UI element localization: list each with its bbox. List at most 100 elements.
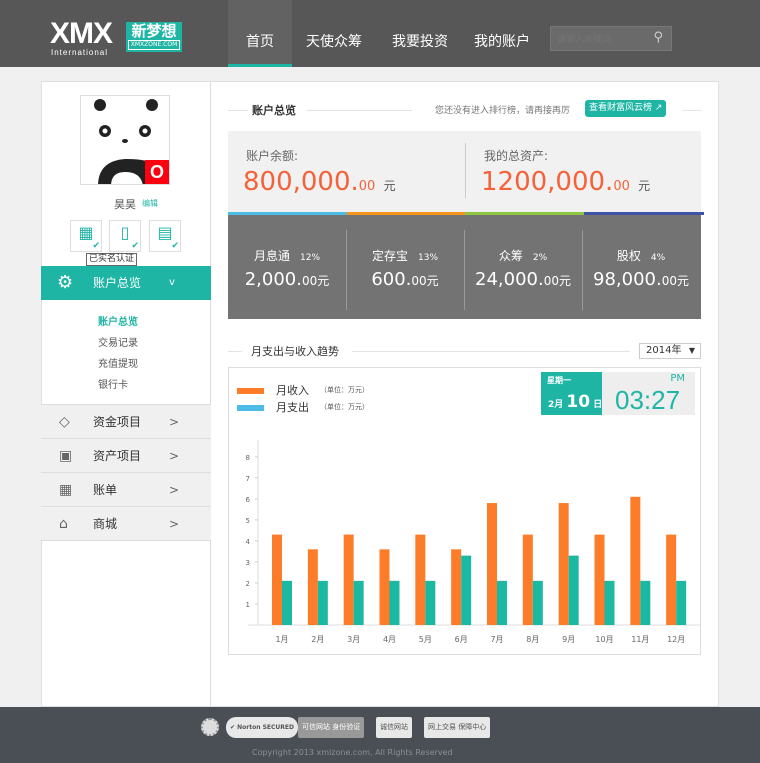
- color-strip: [584, 212, 704, 215]
- product-card[interactable]: 定存宝 13% 600.00元: [371, 249, 439, 290]
- sidebar-item-bills[interactable]: ▦ 账单 >: [41, 472, 211, 506]
- sidebar-item-label: 商城: [93, 517, 118, 531]
- product-card[interactable]: 众筹 2% 24,000.00元: [475, 249, 571, 290]
- gear-icon: ⚙: [57, 272, 74, 293]
- integrity-site-badge[interactable]: 诚信网站: [376, 717, 412, 738]
- balance-panel: 账户余额: 800,000.00 元 我的总资产: 1200,000.00 元: [228, 131, 701, 212]
- bar-income: [630, 496, 641, 625]
- bar-expense: [676, 580, 687, 625]
- x-tick-label: 8月: [526, 635, 539, 644]
- color-strip: [347, 212, 465, 215]
- bar-expense: [532, 580, 543, 625]
- bank-card-icon[interactable]: ▤ ✔: [149, 220, 181, 252]
- submenu-bank-card[interactable]: 银行卡: [98, 380, 128, 391]
- badge: O: [145, 160, 169, 184]
- bar-expense: [640, 580, 651, 625]
- product-card[interactable]: 月息通 12% 2,000.00元: [244, 249, 330, 290]
- id-card-icon[interactable]: ▦ ✔: [70, 220, 102, 252]
- x-tick-label: 10月: [595, 635, 613, 644]
- caret-down-icon: ▼: [688, 346, 695, 355]
- y-tick-label: 4: [246, 538, 251, 546]
- search-input[interactable]: [551, 27, 646, 51]
- sidebar-item-label: 账户总览: [93, 276, 142, 290]
- rank-button[interactable]: 查看财富风云榜 ↗: [585, 100, 667, 117]
- x-tick-label: 1月: [275, 635, 288, 644]
- bar-expense: [317, 580, 328, 625]
- bar-expense: [353, 580, 364, 625]
- submenu-overview[interactable]: 账户总览: [98, 317, 138, 328]
- divider: [582, 230, 583, 310]
- trade-protection-badge[interactable]: 网上交易 保障中心: [424, 717, 491, 738]
- seal-icon[interactable]: [201, 718, 219, 736]
- bar-expense: [389, 580, 400, 625]
- trusted-site-badge[interactable]: 可信网站 身份验证: [298, 717, 365, 738]
- rank-text: 您还没有进入排行榜，请再接再厉: [435, 106, 571, 116]
- legend-unit: （单位：万元）: [320, 386, 369, 394]
- submenu-recharge[interactable]: 充值提现: [98, 359, 138, 370]
- chevron-down-icon: v: [169, 277, 175, 288]
- divider: [346, 230, 347, 310]
- sidebar-item-assets[interactable]: ▣ 资产项目 >: [41, 438, 211, 472]
- date-widget: 星期一 2月 10 日: [541, 372, 602, 415]
- nav-home[interactable]: 首页: [228, 0, 292, 67]
- submenu-transactions[interactable]: 交易记录: [98, 338, 138, 349]
- bar-chart: 1 2 3 4 5 6 7 8 1月 2月 3月 4月 5月 6月 7月 8月 9月 10月 11月 12月: [246, 440, 700, 644]
- assets-value: 1200,000.00 元: [481, 167, 651, 197]
- verify-tooltip: 已实名认证: [86, 253, 138, 266]
- color-strip: [465, 212, 584, 215]
- avatar[interactable]: O: [80, 95, 170, 185]
- y-tick-label: 8: [246, 454, 250, 462]
- user-name: 昊昊: [114, 198, 136, 211]
- logo-cn-text: 新梦想: [131, 22, 177, 40]
- y-tick-label: 5: [246, 517, 250, 525]
- section-title-trend: 月支出与收入趋势: [251, 345, 339, 358]
- divider: [228, 351, 242, 352]
- norton-badge[interactable]: ✔ Norton SECURED: [226, 717, 298, 738]
- x-tick-label: 6月: [455, 635, 468, 644]
- chevron-right-icon: >: [169, 415, 180, 429]
- nav-account[interactable]: 我的账户: [474, 34, 530, 50]
- x-tick-label: 11月: [631, 635, 649, 644]
- y-tick-label: 2: [246, 580, 250, 588]
- bar-expense: [282, 580, 292, 625]
- clock-widget: PM 03:27: [602, 372, 695, 415]
- bar-income: [451, 549, 462, 625]
- sidebar-item-funds[interactable]: ◇ 资金项目 >: [41, 404, 211, 438]
- copyright: Copyright 2013 xmizone.com, All Rights R…: [252, 748, 453, 757]
- bar-income: [522, 534, 533, 625]
- bar-income: [558, 503, 569, 625]
- x-tick-label: 9月: [562, 635, 575, 644]
- clock-time: 03:27: [615, 385, 681, 415]
- search-box: ⚲: [550, 26, 672, 51]
- store-icon: ⌂: [59, 516, 68, 532]
- y-tick-label: 1: [246, 601, 250, 609]
- assets-label: 我的总资产:: [484, 149, 549, 163]
- divider: [465, 143, 466, 198]
- logo-text: XMX: [50, 17, 113, 50]
- product-card[interactable]: 股权 4% 98,000.00元: [593, 249, 689, 290]
- bar-income: [343, 534, 354, 625]
- section-title-overview: 账户总览: [252, 104, 296, 117]
- divider: [228, 110, 248, 111]
- year-select[interactable]: 2014年 ▼: [639, 343, 701, 359]
- nav-crowdfunding[interactable]: 天使众筹: [306, 34, 362, 50]
- sidebar-item-overview[interactable]: ⚙ 账户总览 v: [41, 266, 211, 300]
- legend-income: 月收入: [276, 384, 309, 397]
- bar-expense: [425, 580, 436, 625]
- nav-invest[interactable]: 我要投资: [392, 34, 448, 50]
- x-tick-label: 5月: [419, 635, 432, 644]
- legend-swatch-expense: [237, 405, 264, 411]
- logo-cn[interactable]: 新梦想 XMXZONE.COM: [126, 22, 182, 52]
- chevron-right-icon: >: [169, 483, 180, 497]
- y-tick-label: 3: [246, 559, 250, 567]
- chart-up-icon: ↗: [654, 103, 663, 113]
- bar-expense: [604, 580, 615, 625]
- divider: [683, 110, 701, 111]
- search-icon[interactable]: ⚲: [653, 30, 663, 45]
- bar-expense: [568, 555, 579, 625]
- phone-icon[interactable]: ▯ ✔: [109, 220, 141, 252]
- sidebar-item-store[interactable]: ⌂ 商城 >: [41, 506, 211, 541]
- edit-link[interactable]: 编辑: [142, 199, 158, 208]
- x-tick-label: 7月: [490, 635, 503, 644]
- logo[interactable]: XMX International: [50, 17, 113, 58]
